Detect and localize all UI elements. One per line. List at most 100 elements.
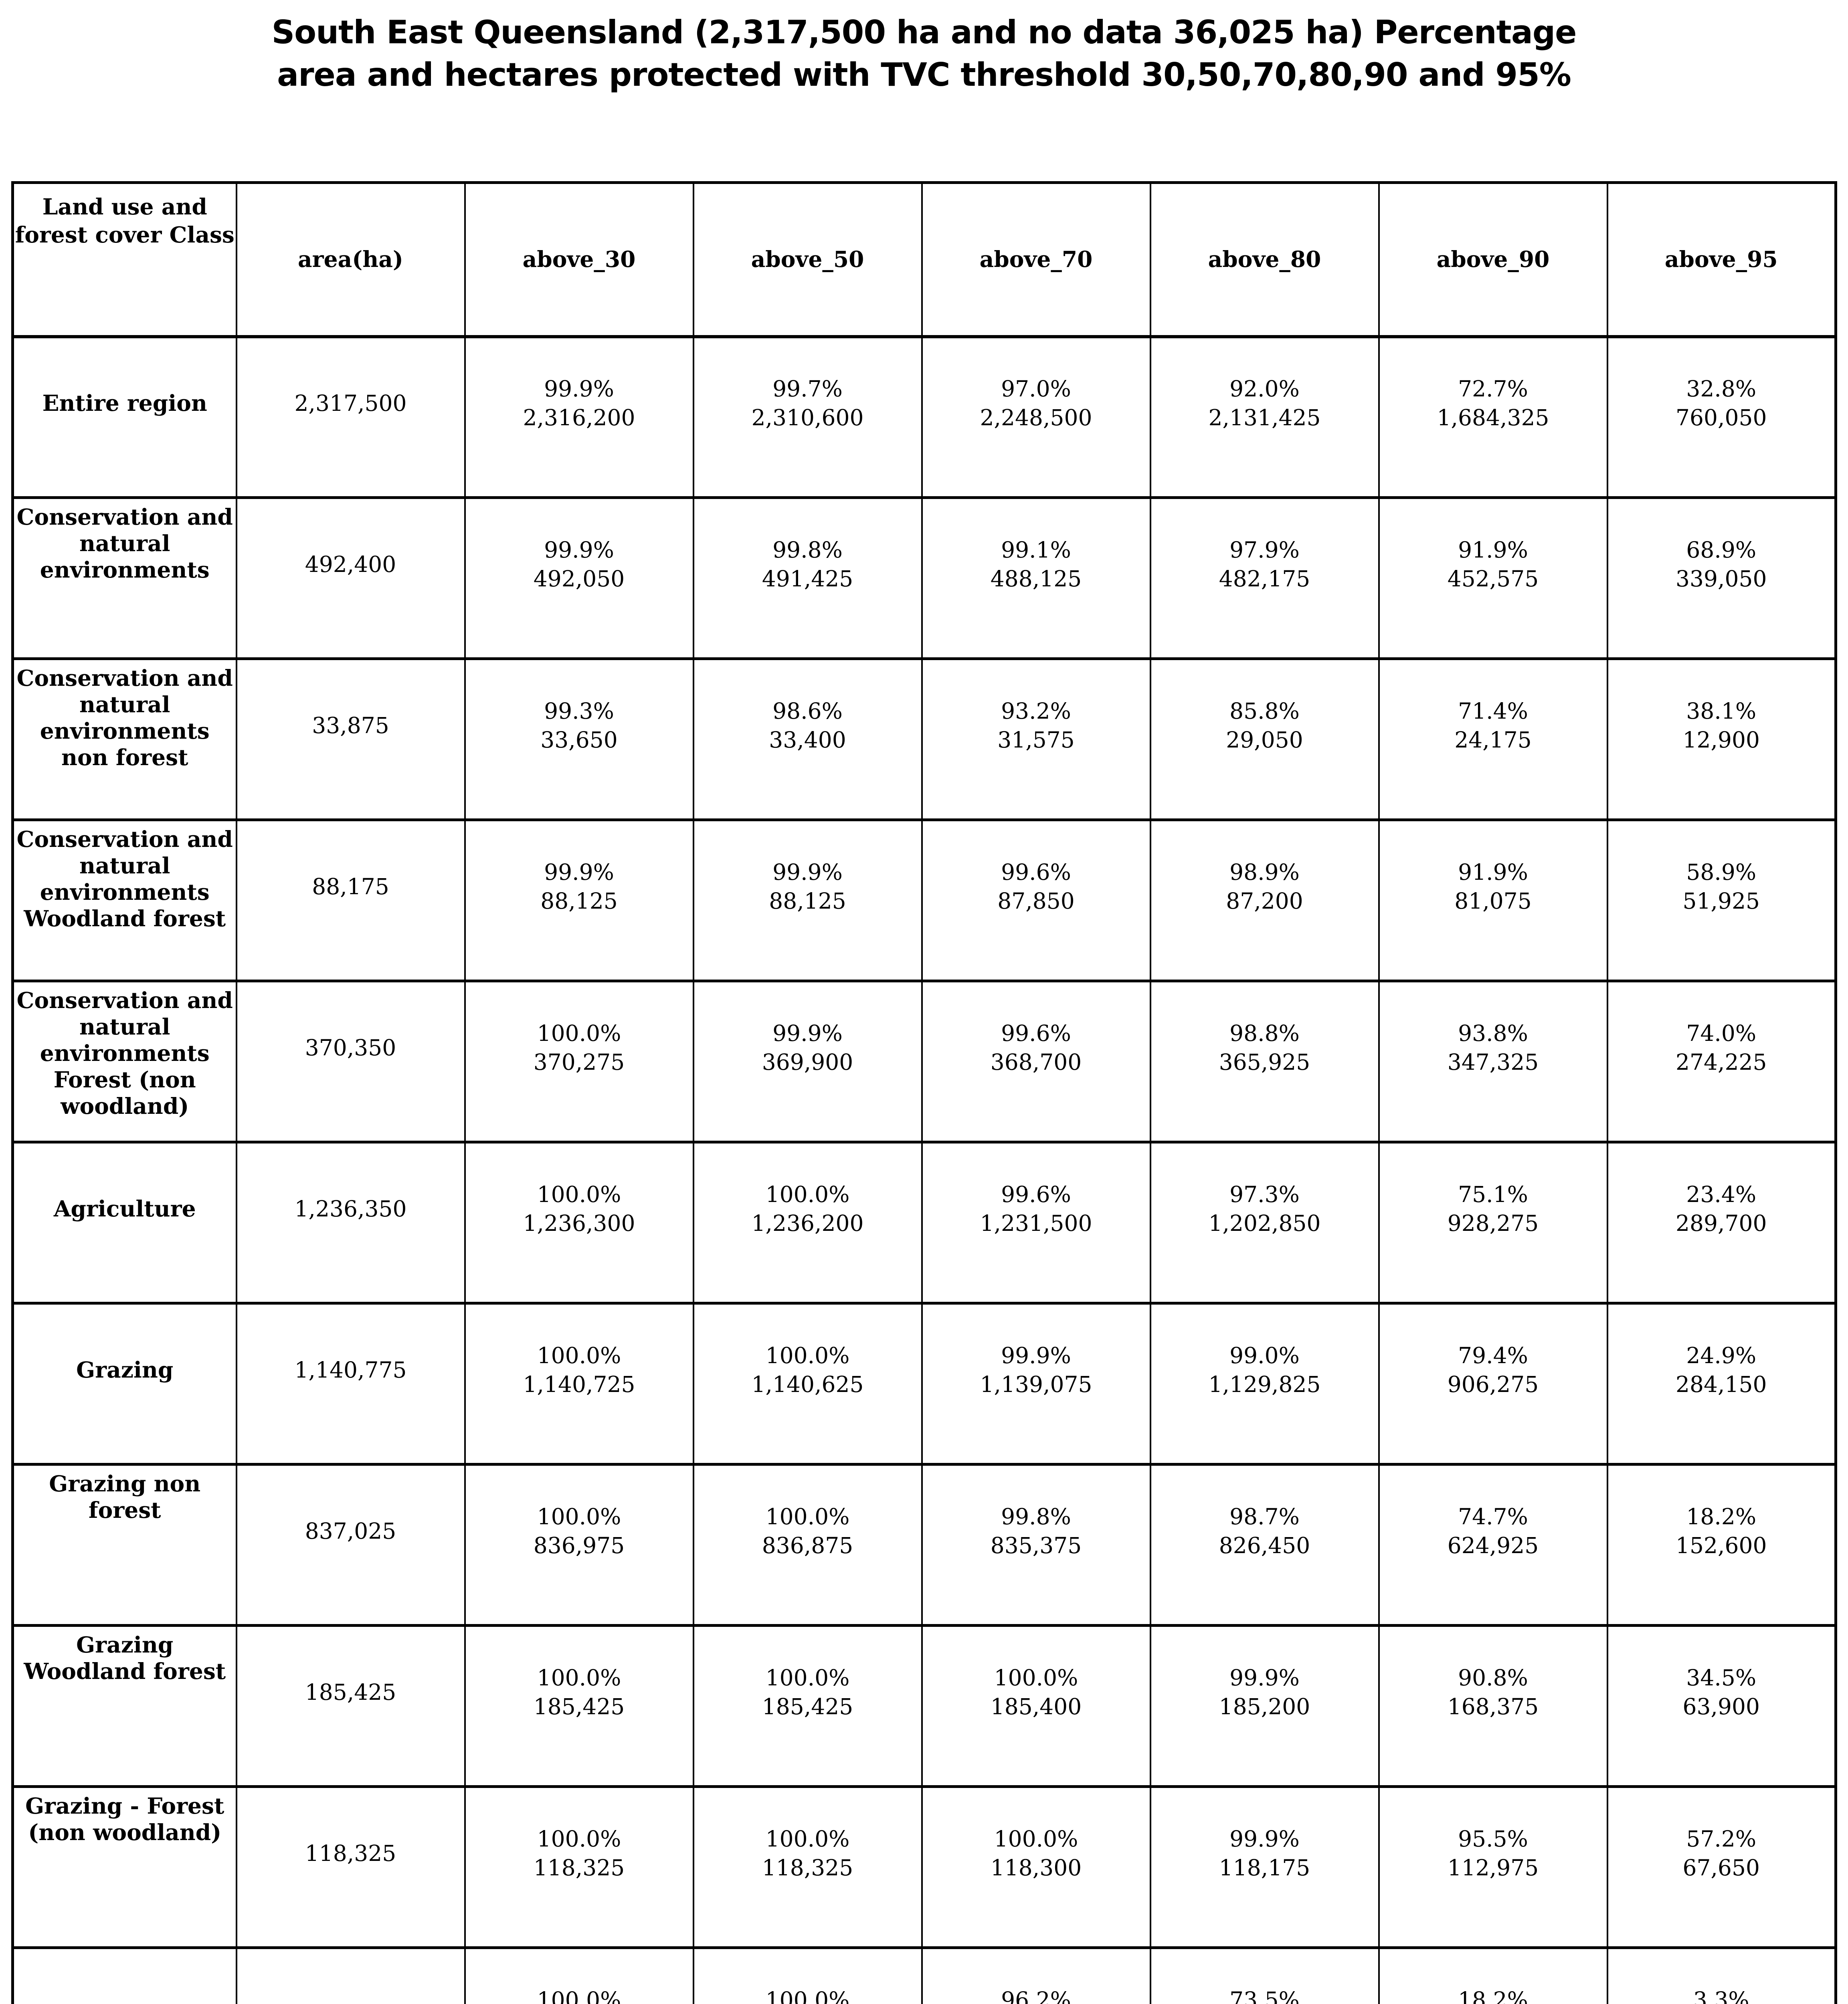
hectares-value: 12,900: [1682, 727, 1760, 753]
percent-value: 100.0%: [537, 1504, 621, 1529]
hectares-value: 482,175: [1219, 566, 1310, 592]
percent-value: 99.6%: [1001, 1020, 1071, 1046]
percent-value: 100.0%: [765, 1826, 850, 1852]
header-row: Land use and forest cover Class area(ha) a…: [12, 181, 1837, 338]
table-row: Grazing 1,140,775 100.0% 1,140,725 100.0% 1,1…: [12, 1302, 1837, 1466]
threshold-cell: 99.7% 2,310,600: [692, 335, 923, 499]
hectares-value: 31,575: [997, 727, 1075, 753]
hectares-value: 88,125: [769, 888, 846, 914]
percent-value: 100.0%: [994, 1826, 1078, 1852]
percent-value: 99.6%: [1001, 859, 1071, 885]
hectares-value: 2,310,600: [751, 405, 864, 431]
percent-value: 98.8%: [1229, 1020, 1300, 1046]
threshold-cell: 100.0% 185,400: [921, 1624, 1151, 1788]
area-value: 69,525: [238, 2000, 464, 2004]
threshold-cell: 100.0% 1,236,200: [692, 1141, 923, 1305]
table-body: Entire region 2,317,500 99.9% 2,316,200 99.7…: [12, 335, 1837, 2004]
threshold-cell: 99.9% 492,050: [464, 496, 694, 660]
column-header: Land use and forest cover Class: [12, 181, 237, 338]
threshold-cell: 95.5% 112,975: [1378, 1785, 1608, 1949]
percent-value: 72.7%: [1458, 376, 1528, 402]
threshold-cell: 99.3% 33,650: [464, 657, 694, 821]
threshold-cell: 57.2% 67,650: [1606, 1785, 1837, 1949]
column-header: area(ha): [235, 181, 466, 338]
hectares-value: 491,425: [762, 566, 853, 592]
threshold-cell: 100.0% 1,236,300: [464, 1141, 694, 1305]
area-value: 33,875: [312, 713, 389, 738]
percent-value: 93.2%: [1001, 698, 1071, 724]
threshold-cell: 99.8% 491,425: [692, 496, 923, 660]
threshold-cell: 97.9% 482,175: [1149, 496, 1380, 660]
threshold-cell: 100.0% 836,975: [464, 1463, 694, 1627]
threshold-cell: 91.9% 81,075: [1378, 818, 1608, 982]
percent-value: 99.7%: [772, 376, 843, 402]
hectares-value: 1,236,300: [523, 1210, 635, 1236]
threshold-cell: 79.4% 906,275: [1378, 1302, 1608, 1466]
hectares-value: 347,325: [1447, 1049, 1539, 1075]
hectares-value: 488,125: [990, 566, 1082, 592]
threshold-cell: 58.9% 51,925: [1606, 818, 1837, 982]
hectares-value: 492,050: [533, 566, 625, 592]
threshold-cell: 32.8% 760,050: [1606, 335, 1837, 499]
percent-value: 38.1%: [1686, 698, 1757, 724]
percent-value: 100.0%: [765, 1987, 850, 2004]
column-header: above_50: [692, 181, 923, 338]
threshold-cell: 85.8% 29,050: [1149, 657, 1380, 821]
percent-value: 99.9%: [1229, 1826, 1300, 1852]
area-cell: 1,140,775: [235, 1302, 466, 1466]
table-row: Grazing - Forest (non woodland) 118,325 10…: [12, 1785, 1837, 1949]
area-cell: 118,325: [235, 1785, 466, 1949]
threshold-cell: 72.7% 1,684,325: [1378, 335, 1608, 499]
threshold-cell: 99.9% 2,316,200: [464, 335, 694, 499]
percent-value: 95.5%: [1458, 1826, 1528, 1852]
hectares-value: 835,375: [990, 1533, 1082, 1558]
threshold-cell: 74.0% 274,225: [1606, 980, 1837, 1143]
hectares-value: 185,200: [1219, 1694, 1310, 1719]
percent-value: 99.9%: [544, 537, 614, 563]
threshold-cell: 100.0%69,525: [464, 1946, 694, 2004]
threshold-cell: 98.6% 33,400: [692, 657, 923, 821]
threshold-cell: 18.2%12,650: [1378, 1946, 1608, 2004]
threshold-cell: 98.7% 826,450: [1149, 1463, 1380, 1627]
threshold-cell: 99.9% 88,125: [692, 818, 923, 982]
threshold-cell: 98.8% 365,925: [1149, 980, 1380, 1143]
percent-value: 98.9%: [1229, 859, 1300, 885]
hectares-value: 928,275: [1447, 1210, 1539, 1236]
percent-value: 97.0%: [1001, 376, 1071, 402]
percent-value: 97.3%: [1229, 1182, 1300, 1207]
percent-value: 91.9%: [1458, 859, 1528, 885]
percent-value: 99.1%: [1001, 537, 1071, 563]
hectares-value: 185,400: [990, 1694, 1082, 1719]
area-cell: 69,525: [235, 1946, 466, 2004]
hectares-value: 826,450: [1219, 1533, 1310, 1558]
threshold-cell: 90.8% 168,375: [1378, 1624, 1608, 1788]
percent-value: 23.4%: [1686, 1182, 1757, 1207]
hectares-value: 118,300: [990, 1855, 1082, 1881]
percent-value: 75.1%: [1458, 1182, 1528, 1207]
percent-value: 74.7%: [1458, 1504, 1528, 1529]
area-value: 1,236,350: [294, 1196, 407, 1222]
page-title-line1: South East Queensland (2,317,500 ha and …: [271, 14, 1577, 51]
percent-value: 100.0%: [537, 1020, 621, 1046]
threshold-cell: 34.5% 63,900: [1606, 1624, 1837, 1788]
page-title-line2: area and hectares protected with TVC thr…: [277, 56, 1571, 93]
percent-value: 100.0%: [765, 1504, 850, 1529]
percent-value: 99.3%: [544, 698, 614, 724]
hectares-value: 87,200: [1226, 888, 1303, 914]
area-value: 492,400: [305, 552, 396, 577]
area-cell: 2,317,500: [235, 335, 466, 499]
hectares-value: 185,425: [762, 1694, 853, 1719]
percent-value: 92.0%: [1229, 376, 1300, 402]
threshold-cell: 75.1% 928,275: [1378, 1141, 1608, 1305]
percent-value: 58.9%: [1686, 859, 1757, 885]
threshold-cell: 74.7% 624,925: [1378, 1463, 1608, 1627]
threshold-cell: 100.0% 836,875: [692, 1463, 923, 1627]
threshold-cell: 99.0% 1,129,825: [1149, 1302, 1380, 1466]
threshold-cell: 99.6% 368,700: [921, 980, 1151, 1143]
hectares-value: 168,375: [1447, 1694, 1539, 1719]
hectares-value: 2,316,200: [523, 405, 635, 431]
percent-value: 90.8%: [1458, 1665, 1528, 1691]
row-label: Agriculture: [12, 1141, 237, 1305]
area-value: 118,325: [305, 1840, 396, 1866]
table-row: Irrigation69,525100.0%69,525100.0%69,525…: [12, 1946, 1837, 2004]
